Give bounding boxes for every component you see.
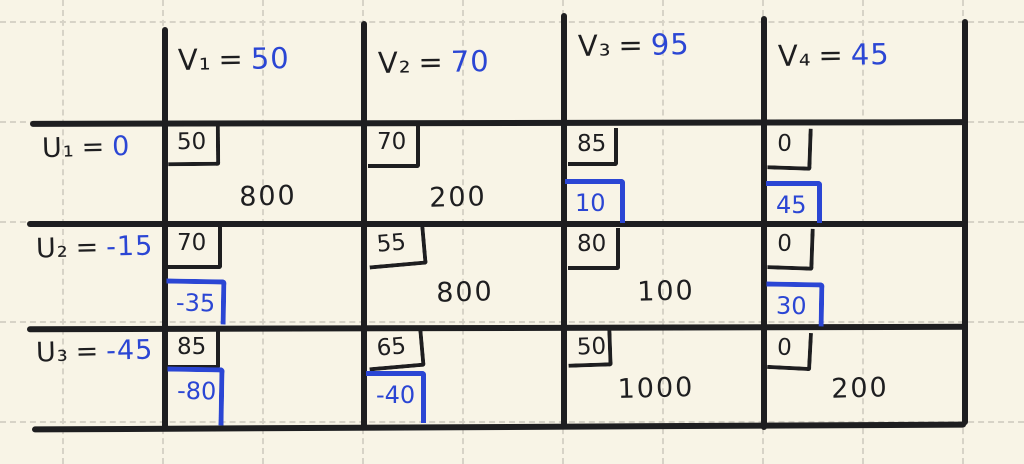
col-header-value: 70 [450, 44, 490, 79]
allocation-r2c2: 800 [435, 276, 495, 309]
grid-line [62, 0, 64, 464]
delta-value: 30 [775, 291, 807, 321]
delta-value: 10 [575, 189, 606, 217]
cost-box-r3c3: 50 [567, 330, 613, 368]
row-label-name: U₁ [41, 132, 76, 165]
grid-line [262, 0, 264, 464]
cost-box-r2c2: 55 [366, 224, 428, 270]
cost-box-r3c1: 85 [168, 331, 220, 369]
row-label-value: -45 [105, 334, 154, 367]
grid-line [0, 321, 1024, 323]
col-header-value: 95 [650, 27, 690, 62]
delta-box-r2c4: 30 [765, 281, 825, 327]
col-header-v2: V₂ = 70 [378, 44, 490, 80]
delta-box-r3c2: -40 [366, 371, 426, 423]
col-header-v1: V₁ = 50 [178, 41, 290, 77]
row-label-u1: U₁ = 0 [42, 131, 131, 164]
allocation-r3c3: 1000 [617, 372, 695, 405]
equals-sign: = [618, 27, 645, 63]
row-label-u2: U₂ = -15 [36, 230, 154, 264]
col-header-name: V₂ [377, 45, 412, 80]
cost-box-r3c4: 0 [767, 330, 813, 372]
cost-value: 50 [176, 128, 207, 156]
col-header-value: 45 [850, 37, 890, 72]
grid-line [0, 21, 1024, 23]
allocation-r3c4: 200 [830, 372, 890, 405]
grid-line [462, 0, 464, 464]
col-header-name: V₁ [177, 42, 212, 77]
delta-value: -80 [176, 376, 217, 406]
cost-value: 0 [776, 230, 793, 258]
cost-value: 0 [776, 334, 793, 362]
cost-box-r1c1: 50 [167, 125, 221, 167]
grid-line [862, 0, 864, 464]
delta-box-r1c4: 45 [766, 181, 822, 223]
table-line-v3 [561, 13, 567, 429]
col-header-name: V₃ [577, 28, 612, 63]
col-header-value: 50 [250, 41, 290, 76]
cost-box-r1c4: 0 [767, 127, 813, 171]
row-label-name: U₂ [35, 232, 70, 265]
col-header-name: V₄ [777, 38, 812, 73]
equals-sign: = [218, 41, 245, 77]
table-line-h2 [27, 221, 968, 227]
row-label-name: U₃ [35, 336, 70, 369]
allocation-r2c3: 100 [636, 275, 696, 308]
cost-value: 0 [776, 130, 793, 158]
cost-box-r1c2: 70 [368, 126, 420, 168]
cost-box-r3c2: 65 [366, 328, 426, 372]
allocation-r1c2: 200 [428, 181, 488, 214]
row-label-u3: U₃ = -45 [36, 334, 154, 368]
table-line-v2 [361, 21, 367, 429]
cost-value: 85 [577, 131, 607, 157]
equals-sign: = [75, 335, 100, 368]
col-header-v3: V₃ = 95 [578, 27, 690, 63]
cost-box-r1c3: 85 [568, 128, 618, 166]
equals-sign: = [75, 231, 100, 264]
cost-box-r2c1: 70 [168, 227, 222, 269]
equals-sign: = [818, 37, 845, 73]
cost-value: 70 [377, 129, 407, 155]
cost-value: 80 [577, 231, 607, 257]
cost-value: 55 [375, 229, 408, 258]
grid-line [662, 0, 664, 464]
equals-sign: = [81, 131, 106, 164]
cost-box-r2c4: 0 [767, 227, 815, 271]
row-label-value: -15 [105, 230, 154, 263]
col-header-v4: V₄ = 45 [778, 37, 890, 73]
delta-value: 45 [776, 191, 807, 219]
cost-value: 65 [375, 333, 408, 362]
table-line-v4 [761, 16, 767, 430]
table-line-v1 [162, 27, 168, 429]
allocation-r1c1: 800 [238, 180, 298, 213]
cost-value: 85 [177, 334, 207, 360]
row-label-value: 0 [111, 130, 131, 163]
cost-value: 50 [576, 333, 607, 361]
delta-box-r3c1: -80 [166, 366, 225, 426]
equals-sign: = [418, 44, 445, 80]
delta-box-r2c1: -35 [165, 278, 227, 325]
delta-value: -35 [175, 288, 216, 318]
cost-box-r2c3: 80 [568, 228, 620, 270]
cost-value: 70 [177, 230, 207, 256]
table-line-v5 [962, 19, 968, 425]
grid-line [0, 421, 1024, 423]
delta-value: -40 [376, 381, 416, 409]
delta-box-r1c3: 10 [565, 179, 625, 223]
